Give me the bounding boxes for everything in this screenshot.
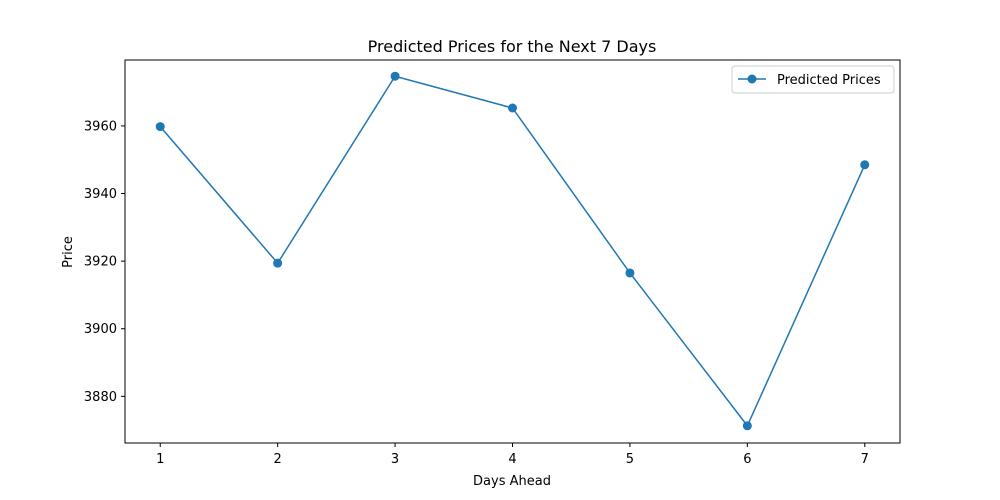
legend-marker-sample [747, 74, 757, 84]
chart-title: Predicted Prices for the Next 7 Days [368, 37, 657, 56]
y-tick-label: 3920 [84, 255, 117, 270]
y-tick-label: 3940 [84, 187, 117, 202]
data-point-day-4 [508, 103, 517, 113]
legend-entry-label: Predicted Prices [777, 73, 881, 88]
y-tick-label: 3900 [84, 322, 117, 337]
data-point-day-2 [273, 258, 283, 268]
plot-area [124, 59, 901, 444]
series-line-predicted-prices [159, 75, 866, 428]
y-tick-label: 3880 [84, 390, 117, 405]
legend: Predicted Prices [731, 65, 895, 94]
x-tick-label: 1 [156, 452, 164, 467]
series-layer [155, 71, 870, 431]
y-tick-label: 3960 [84, 119, 117, 134]
x-axis-label: Days Ahead [473, 474, 551, 489]
x-tick-label: 3 [391, 452, 399, 467]
x-tick-label: 5 [626, 452, 634, 467]
plot-frame [124, 59, 901, 444]
legend-box [731, 65, 895, 94]
data-point-day-5 [625, 268, 635, 278]
x-axis: 1 2 3 4 5 6 7 [156, 443, 869, 467]
x-tick-label: 2 [274, 452, 282, 467]
y-axis-label: Price [61, 236, 76, 268]
x-tick-label: 6 [743, 452, 751, 467]
data-point-day-3 [390, 71, 400, 81]
x-tick-label: 7 [861, 452, 869, 467]
data-point-day-6 [742, 421, 752, 431]
data-point-day-1 [155, 122, 165, 132]
x-tick-label: 4 [508, 452, 516, 467]
y-axis: 3880 3900 3920 3940 3960 [84, 119, 125, 405]
data-point-day-7 [860, 160, 870, 170]
